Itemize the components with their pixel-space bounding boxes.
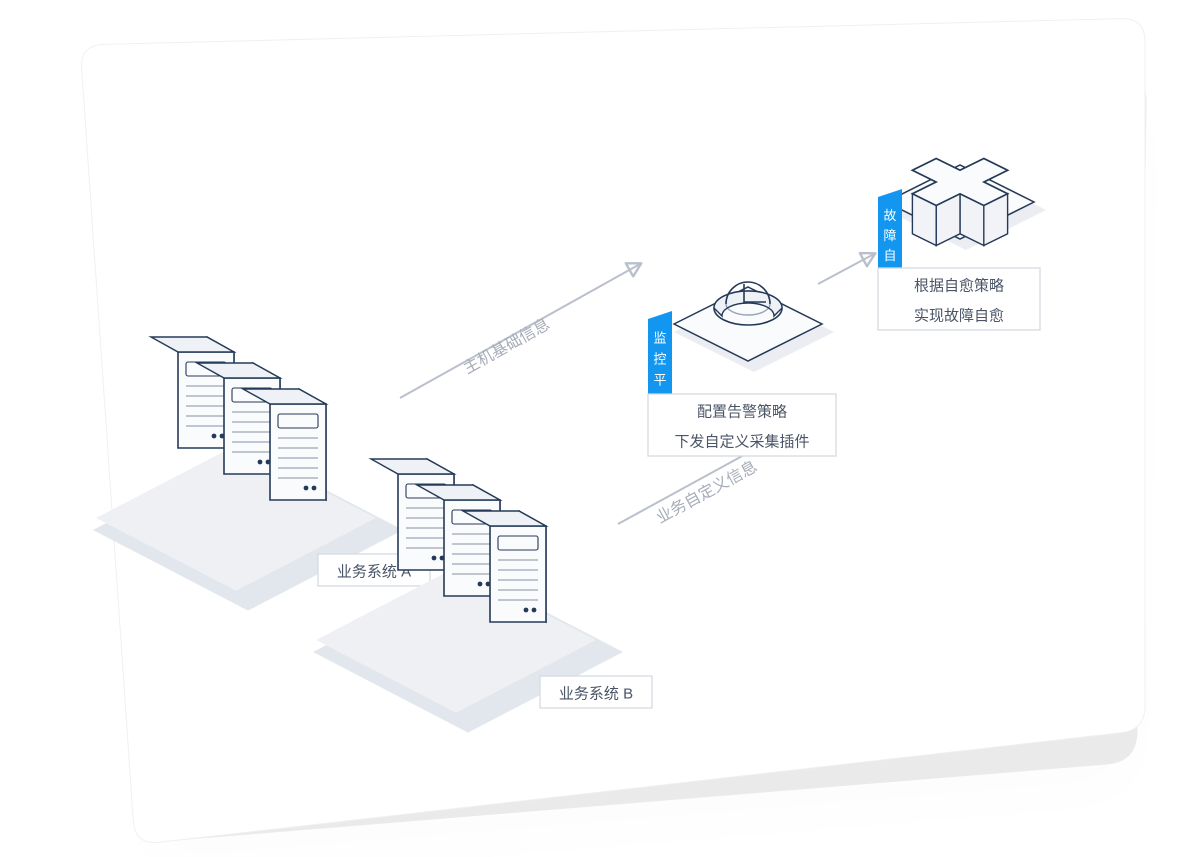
tag-selfheal-text: 自 bbox=[883, 248, 896, 263]
tag-monitor-text: 平 bbox=[653, 373, 666, 388]
desc-selfheal-text: 实现故障自愈 bbox=[914, 307, 1004, 325]
label-sysB-text: 业务系统 B bbox=[559, 686, 633, 703]
tag-monitor-text: 控 bbox=[653, 352, 666, 367]
tag-selfheal-text: 故 bbox=[883, 208, 896, 223]
diagram-svg: 主机基础信息业务自定义信息业务系统 A业务系统 B监控平台配置告警策略下发自定义… bbox=[0, 0, 1200, 857]
diagram-stage: 主机基础信息业务自定义信息业务系统 A业务系统 B监控平台配置告警策略下发自定义… bbox=[0, 0, 1200, 857]
desc-monitor-text: 配置告警策略 bbox=[697, 403, 787, 420]
tag-selfheal-text: 障 bbox=[883, 228, 896, 243]
desc-selfheal-text: 根据自愈策略 bbox=[914, 277, 1004, 294]
desc-monitor-text: 下发自定义采集插件 bbox=[674, 434, 809, 451]
cross-icon bbox=[912, 158, 1007, 245]
tag-monitor-text: 监 bbox=[653, 331, 666, 346]
